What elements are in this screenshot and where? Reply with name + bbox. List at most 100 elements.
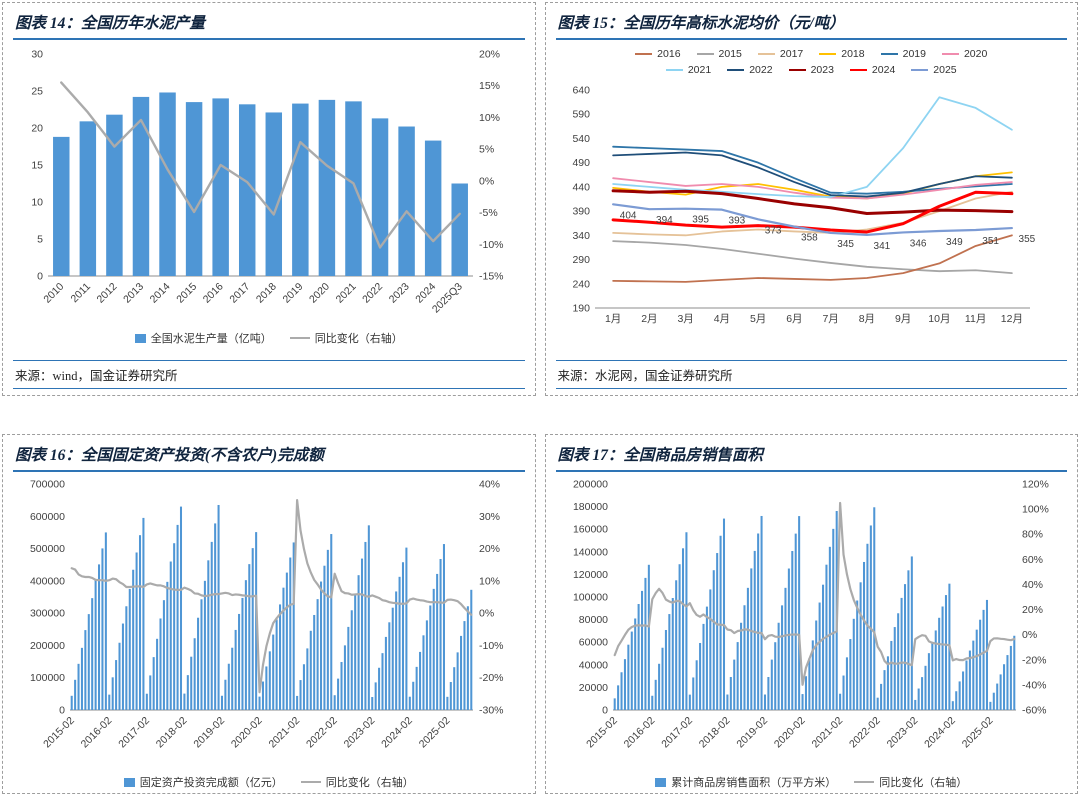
svg-text:15%: 15% <box>479 80 500 92</box>
legend-item-2024: 2024 <box>849 64 895 76</box>
legend-item: 同比变化（右轴） <box>854 774 967 790</box>
legend-label: 2016 <box>657 48 681 60</box>
svg-text:0%: 0% <box>1022 629 1037 641</box>
svg-text:5: 5 <box>37 234 43 246</box>
fig16-title: 图表 16：全国固定资产投资(不含农户)完成额 <box>13 437 525 472</box>
svg-text:490: 490 <box>572 157 590 169</box>
svg-text:4月: 4月 <box>713 313 729 325</box>
legend-label: 同比变化（右轴） <box>325 777 414 789</box>
legend-item-2017: 2017 <box>757 48 804 60</box>
chart-svg: 190 240 290 340 390 440 490 540 590 640 1月 2月 3月 4月 5月… <box>572 85 1035 326</box>
panel-fig16: 图表 16：全国固定资产投资(不含农户)完成额 0 100000 200000 300… <box>2 434 536 794</box>
svg-text:394: 394 <box>656 215 673 226</box>
svg-text:0: 0 <box>59 705 65 717</box>
fig15-source-text: 来源：水泥网，国金证券研究所 <box>557 369 733 383</box>
svg-text:5%: 5% <box>479 144 494 156</box>
svg-text:2016-02: 2016-02 <box>621 715 657 751</box>
svg-text:140000: 140000 <box>573 546 608 558</box>
svg-text:2025-02: 2025-02 <box>417 715 453 751</box>
svg-text:-20%: -20% <box>1022 654 1047 666</box>
fig17-housing-sales-chart: 0 20000 40000 60000 80000 100000 120000 140000 1… <box>556 476 1068 772</box>
line-swatch <box>300 781 321 783</box>
svg-text:7月: 7月 <box>822 313 838 325</box>
panel-fig14: 图表 14：全国历年水泥产量 0 5 10 15 20 25 30 -15% -10% -5% 0%… <box>2 2 536 396</box>
svg-text:2018-02: 2018-02 <box>154 715 190 751</box>
svg-text:2021-02: 2021-02 <box>267 715 303 751</box>
svg-text:0: 0 <box>37 271 43 283</box>
svg-text:2015-02: 2015-02 <box>41 715 77 751</box>
svg-text:20: 20 <box>32 123 44 135</box>
legend-item: 全国水泥生产量（亿吨） <box>134 330 272 346</box>
svg-text:2011: 2011 <box>69 281 94 306</box>
svg-text:0%: 0% <box>479 175 494 187</box>
legend-item-2025: 2025 <box>911 64 957 76</box>
svg-text:10%: 10% <box>479 575 500 587</box>
legend-item: 累计商品房销售面积（万平方米） <box>655 774 836 790</box>
svg-text:12月: 12月 <box>1001 313 1023 325</box>
svg-text:6月: 6月 <box>786 313 802 325</box>
svg-text:240: 240 <box>572 278 590 290</box>
svg-text:10%: 10% <box>479 112 500 124</box>
svg-text:700000: 700000 <box>30 479 65 491</box>
bar-swatch <box>134 333 146 343</box>
svg-text:40000: 40000 <box>579 659 608 671</box>
svg-text:190: 190 <box>572 303 590 315</box>
legend-label: 2018 <box>841 48 865 60</box>
svg-text:80%: 80% <box>1022 529 1043 541</box>
svg-text:2022: 2022 <box>360 281 385 306</box>
svg-text:60%: 60% <box>1022 554 1043 566</box>
svg-text:0%: 0% <box>479 608 494 620</box>
svg-text:40%: 40% <box>1022 579 1043 591</box>
legend-label: 2022 <box>749 64 773 76</box>
svg-text:345: 345 <box>837 239 854 250</box>
svg-text:393: 393 <box>728 216 745 227</box>
svg-text:2016-02: 2016-02 <box>79 715 115 751</box>
svg-text:11月: 11月 <box>965 313 986 325</box>
panel-fig17: 图表 17：全国商品房销售面积 0 20000 40000 60000 80000 100… <box>544 434 1078 794</box>
svg-text:20%: 20% <box>479 543 500 555</box>
line-swatch <box>696 53 714 55</box>
svg-text:341: 341 <box>873 241 890 252</box>
svg-text:340: 340 <box>572 230 590 242</box>
legend-label: 2017 <box>779 48 804 60</box>
fig14-source-block: 来源：wind，国金证券研究所 <box>13 360 525 389</box>
svg-text:-10%: -10% <box>479 640 504 652</box>
line-swatch <box>788 69 806 71</box>
svg-text:2024-02: 2024-02 <box>379 715 415 751</box>
legend-label: 2020 <box>963 48 988 60</box>
svg-text:80000: 80000 <box>579 614 608 626</box>
svg-text:500000: 500000 <box>30 543 65 555</box>
svg-text:440: 440 <box>572 181 590 193</box>
svg-text:160000: 160000 <box>573 524 608 536</box>
panel-fig15: 图表 15：全国历年高标水泥均价（元/吨） 2016 2015 2017 2018 20… <box>544 2 1078 396</box>
svg-text:640: 640 <box>572 85 590 97</box>
svg-text:2022-02: 2022-02 <box>847 715 883 751</box>
svg-text:-30%: -30% <box>479 705 504 717</box>
svg-text:590: 590 <box>572 109 590 121</box>
chart-svg: 0 5 10 15 20 25 30 -15% -10% -5% 0% 5% 10% 15% 20% 2010… <box>32 49 504 316</box>
fig15-legend: 2016 2015 2017 2018 2019 2020 2021 2022 2023 2024… <box>556 48 1068 76</box>
svg-text:2016: 2016 <box>201 281 226 306</box>
svg-text:2015-02: 2015-02 <box>584 715 620 751</box>
svg-text:351: 351 <box>982 236 999 247</box>
svg-text:5月: 5月 <box>750 313 766 325</box>
line-swatch <box>757 53 775 55</box>
fig17-legend: 累计商品房销售面积（万平方米） 同比变化（右轴） <box>556 774 1068 790</box>
svg-text:600000: 600000 <box>30 511 65 523</box>
svg-text:2020-02: 2020-02 <box>229 715 265 751</box>
svg-text:200000: 200000 <box>30 640 65 652</box>
svg-text:540: 540 <box>572 133 590 145</box>
svg-text:290: 290 <box>572 254 590 266</box>
fig14-source-text: 来源：wind，国金证券研究所 <box>15 369 178 383</box>
legend-label: 累计商品房销售面积（万平方米） <box>671 777 837 789</box>
svg-text:200000: 200000 <box>573 479 608 491</box>
svg-text:-20%: -20% <box>479 672 504 684</box>
svg-text:2019: 2019 <box>281 281 306 306</box>
line-swatch <box>849 69 867 71</box>
svg-text:2月: 2月 <box>641 313 657 325</box>
legend-item: 同比变化（右轴） <box>289 330 403 346</box>
svg-text:2018-02: 2018-02 <box>697 715 733 751</box>
svg-text:2023-02: 2023-02 <box>342 715 378 751</box>
line-swatch <box>941 53 959 55</box>
